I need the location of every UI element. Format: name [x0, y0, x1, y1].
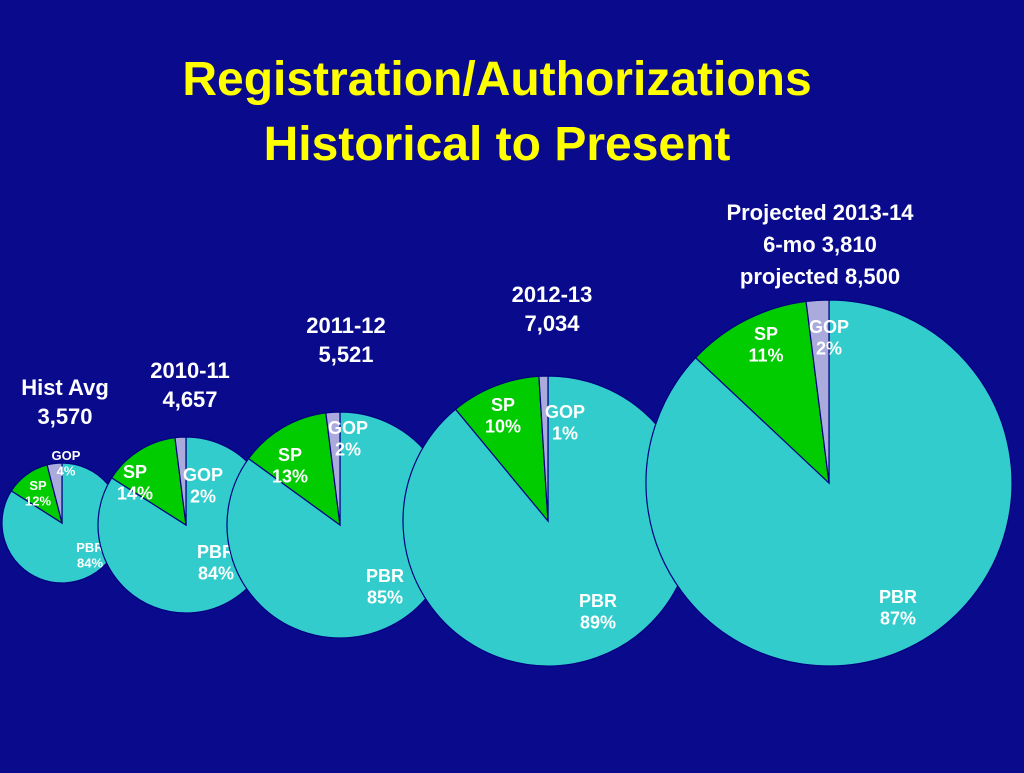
pie-5-label-pbr: PBR 87% [879, 587, 917, 629]
pie-5-slice-gop [805, 299, 830, 484]
pie-5-caption-line-2: 6-mo 3,810 [763, 232, 877, 257]
pie-4-label-sp-name: SP [491, 395, 515, 415]
pie-5-label-gop-pct: 2% [816, 339, 842, 359]
pie-4-slice-sp [454, 375, 549, 523]
slide-title-line-2: Historical to Present [264, 118, 731, 171]
pie-4-label-gop-name: GOP [545, 402, 585, 422]
pie-5-label-gop: GOP 2% [809, 317, 849, 359]
pie-2-caption-line-2: 4,657 [162, 387, 217, 412]
pie-1-caption-line-1: Hist Avg [21, 375, 109, 400]
pie-4-label-gop-pct: 1% [552, 424, 578, 444]
pie-5-caption-line-1: Projected 2013-14 [726, 200, 914, 225]
pie-4-caption-line-1: 2012-13 [512, 282, 593, 307]
pie-1-label-pbr-pct: 84% [77, 556, 103, 571]
pie-5-label-pbr-pct: 87% [880, 609, 916, 629]
pie-5-label-sp-pct: 11% [748, 346, 783, 366]
pie-2-label-pbr-pct: 84% [198, 564, 234, 584]
slide-title-line-1: Registration/Authorizations [182, 53, 811, 106]
pie-1-label-gop: GOP 4% [52, 448, 81, 479]
pie-4-label-sp: SP 10% [485, 395, 521, 437]
pie-2-slice-sp [110, 437, 187, 527]
pie-5-label-sp-name: SP [754, 324, 778, 344]
pie-5-label-pbr-name: PBR [879, 587, 917, 607]
pie-1-label-sp: SP 12% [25, 478, 51, 509]
pie-3-label-pbr-pct: 85% [367, 588, 403, 608]
pie-4-label-sp-pct: 10% [485, 417, 521, 437]
pie-4-label-pbr-pct: 89% [580, 613, 616, 633]
pie-2-label-gop-pct: 2% [190, 487, 216, 507]
pie-3-caption-line-2: 5,521 [318, 342, 373, 367]
pie-3-slice-sp [247, 412, 341, 527]
pie-4-caption-line-2: 7,034 [524, 311, 580, 336]
pie-2-caption-line-1: 2010-11 [150, 358, 230, 383]
pie-3-label-gop-pct: 2% [335, 440, 361, 460]
pie-4-label-pbr: PBR 89% [579, 591, 617, 633]
pie-2-slice-gop [174, 436, 187, 526]
pie-1-label-gop-name: GOP [52, 448, 81, 463]
pie-3-label-sp-pct: 13% [272, 467, 308, 487]
pie-1-caption-line-2: 3,570 [37, 404, 92, 429]
pie-2-label-pbr-name: PBR [197, 542, 235, 562]
pie-3-label-sp-name: SP [278, 445, 302, 465]
pie-4-slice-gop [538, 375, 549, 522]
pie-1-slice-gop [46, 462, 63, 524]
pie-3-label-pbr: PBR 85% [366, 566, 404, 608]
pie-2-label-sp: SP 14% [117, 462, 153, 504]
pie-2-label-pbr: PBR 84% [197, 542, 235, 584]
pie-5-label-gop-name: GOP [809, 317, 849, 337]
pie-1-label-gop-pct: 4% [57, 464, 76, 479]
pie-5-slice-sp [694, 300, 830, 485]
pie-3-label-pbr-name: PBR [366, 566, 404, 586]
pie-3-label-gop-name: GOP [328, 418, 368, 438]
pie-3-label-gop: GOP 2% [328, 418, 368, 460]
pie-4-label-pbr-name: PBR [579, 591, 617, 611]
pie-3-label-sp: SP 13% [272, 445, 308, 487]
pie-5-label-sp: SP 11% [748, 324, 783, 366]
pie-3-slice-gop [325, 411, 341, 526]
pie-2-label-sp-name: SP [123, 462, 147, 482]
pie-1-label-pbr-name: PBR [76, 540, 104, 555]
pie-5-caption-line-3: projected 8,500 [740, 264, 900, 289]
pie-4-label-gop: GOP 1% [545, 402, 585, 444]
pie-1-label-sp-pct: 12% [25, 494, 51, 509]
pie-1-label-sp-name: SP [29, 478, 47, 493]
pie-3-caption-line-1: 2011-12 [306, 313, 386, 338]
pie-2-label-gop: GOP 2% [183, 465, 223, 507]
pie-1-label-pbr: PBR 84% [76, 540, 104, 571]
pie-3-slice-pbr [226, 411, 454, 639]
pie-2-label-gop-name: GOP [183, 465, 223, 485]
pie-2-label-sp-pct: 14% [117, 484, 153, 504]
